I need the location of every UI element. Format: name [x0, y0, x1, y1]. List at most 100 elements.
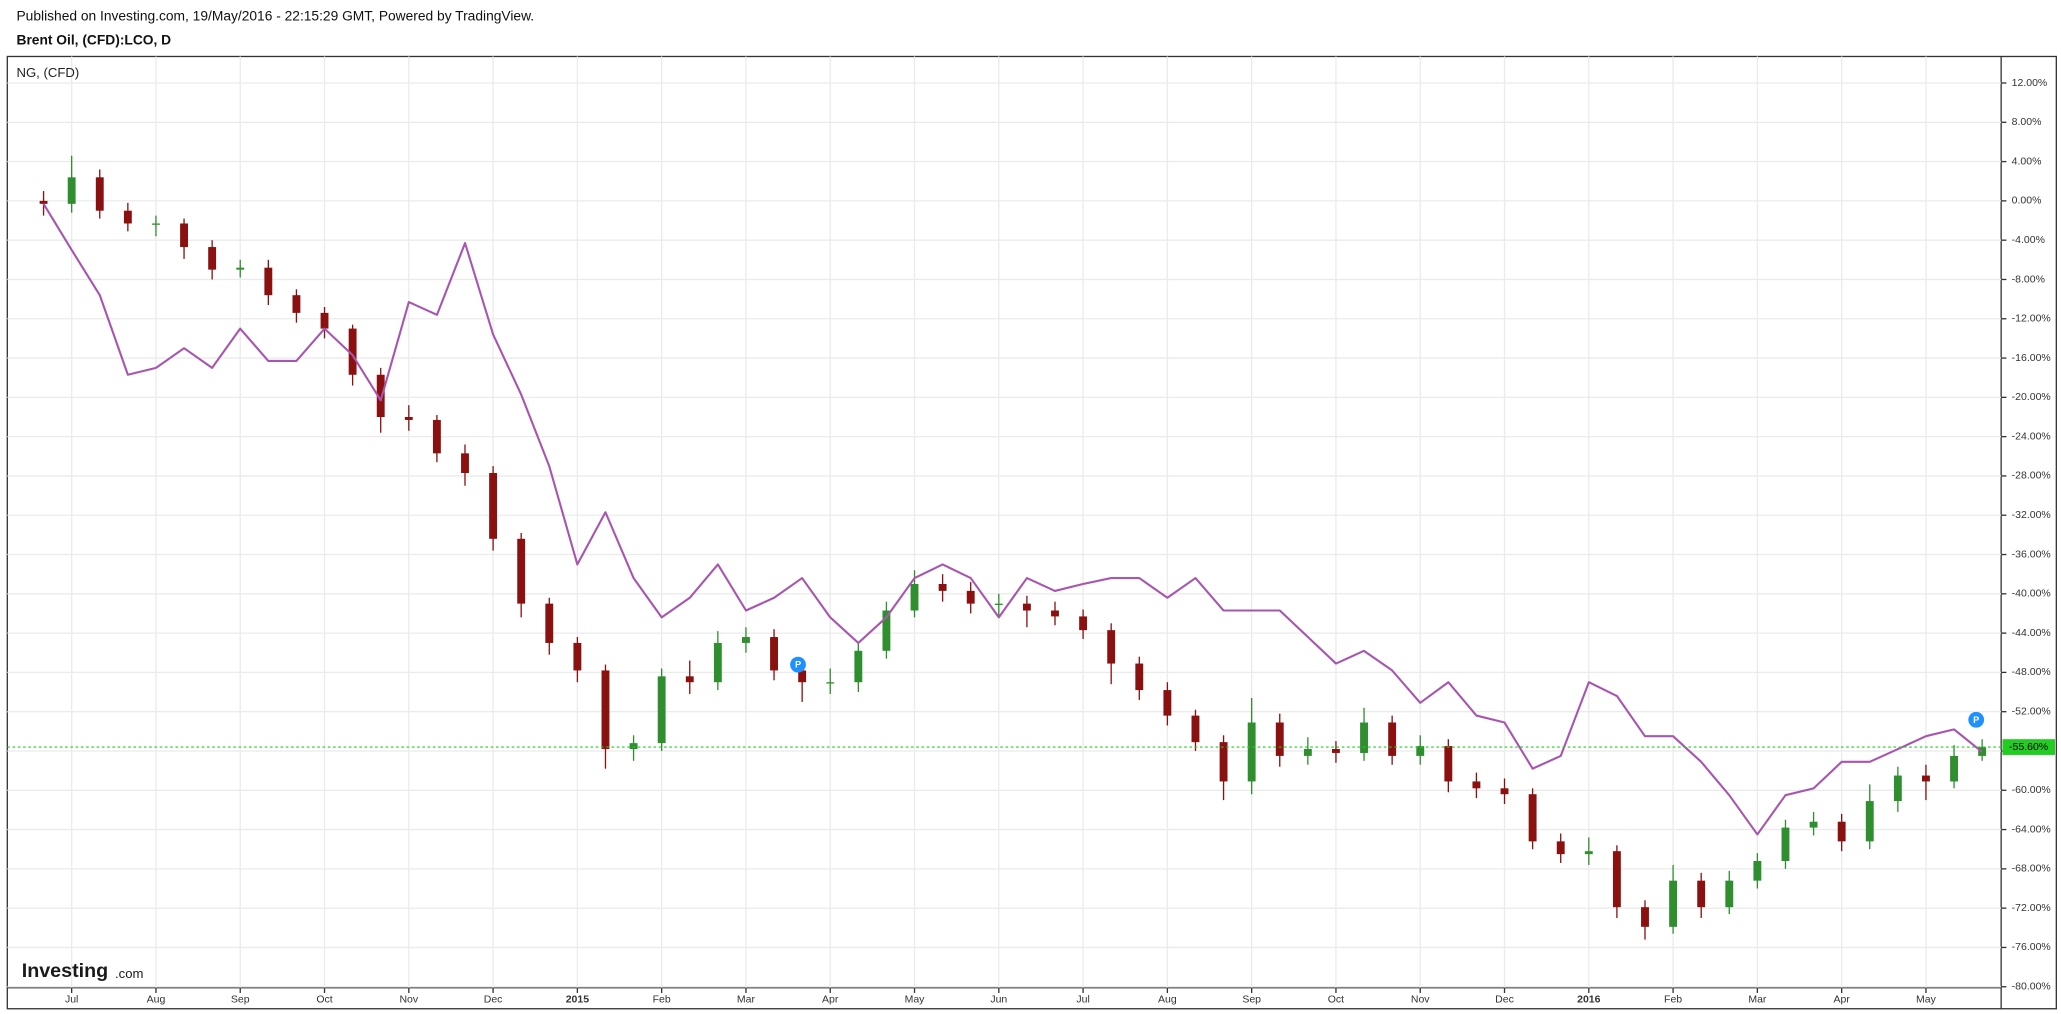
- x-tick-label: Feb: [1664, 993, 1682, 1005]
- candle-body: [854, 650, 863, 683]
- candle-body: [798, 670, 807, 683]
- y-tick-label: -12.00%: [2012, 313, 2051, 325]
- candle-body: [348, 328, 357, 375]
- candle-body: [1753, 861, 1762, 881]
- event-marker-label: P: [795, 660, 801, 670]
- frame: [6, 55, 2057, 1010]
- candle-body: [264, 267, 273, 296]
- y-tick-label: -20.00%: [2012, 391, 2051, 403]
- candle-body: [1303, 749, 1312, 756]
- candle-body: [123, 210, 132, 224]
- candle-body: [629, 743, 638, 750]
- candle-body: [489, 472, 498, 539]
- y-tick-label: -40.00%: [2012, 588, 2051, 600]
- last-value-box: [2002, 739, 2056, 755]
- logo: Investing .com: [22, 960, 144, 982]
- y-tick-label: -16.00%: [2012, 352, 2051, 364]
- candle-body: [1556, 841, 1565, 855]
- x-tick-label: Mar: [1748, 993, 1767, 1005]
- candle-body: [1163, 690, 1172, 716]
- candle-body: [236, 267, 245, 270]
- candle-body: [1697, 880, 1706, 908]
- x-tick-label: Jun: [990, 993, 1007, 1005]
- x-tick-label: May: [905, 993, 926, 1005]
- y-tick-label: -44.00%: [2012, 627, 2051, 639]
- candle-body: [1584, 851, 1593, 855]
- y-tick-label: -80.00%: [2012, 981, 2051, 993]
- candle-body: [966, 590, 975, 604]
- candle-body: [208, 247, 217, 270]
- candle-body: [657, 676, 666, 744]
- logo-brand: Investing: [22, 960, 108, 982]
- x-tick-label: Jul: [65, 993, 78, 1005]
- candle-body: [685, 676, 694, 683]
- y-tick-label: 8.00%: [2012, 116, 2042, 128]
- y-tick-label: -48.00%: [2012, 666, 2051, 678]
- candle-body: [404, 416, 413, 420]
- x-tick-label: Nov: [1411, 993, 1430, 1005]
- event-marker-label: P: [1973, 715, 1979, 725]
- x-tick-label: Apr: [822, 993, 839, 1005]
- candle-body: [1612, 851, 1621, 908]
- candle-body: [1641, 907, 1649, 927]
- candle-body: [1444, 746, 1453, 782]
- candle-body: [770, 637, 778, 671]
- candle-body: [1725, 880, 1734, 908]
- candle-body: [1332, 749, 1340, 753]
- y-tick-label: -28.00%: [2012, 470, 2051, 482]
- candle-body: [1893, 775, 1902, 802]
- candle-body: [882, 610, 891, 651]
- candle-body: [826, 682, 835, 684]
- candle-body: [1275, 722, 1284, 756]
- candle-body: [1472, 781, 1481, 789]
- candle-body: [180, 223, 188, 248]
- candle-body: [67, 177, 76, 204]
- candle-body: [1107, 630, 1116, 664]
- plot: [7, 155, 2002, 940]
- candle-body: [713, 642, 722, 683]
- y-tick-label: 4.00%: [2012, 155, 2042, 167]
- x-tick-label: 2015: [566, 993, 590, 1005]
- candle-body: [320, 312, 329, 329]
- candle-body: [39, 200, 48, 204]
- candle-body: [292, 295, 301, 313]
- candle-body: [1865, 801, 1874, 842]
- x-tick-label: Nov: [399, 993, 418, 1005]
- x-tick-label: Mar: [737, 993, 756, 1005]
- x-tick-label: 2016: [1577, 993, 1601, 1005]
- legend-entry: NG, (CFD): [17, 65, 80, 80]
- candle-body: [432, 419, 441, 454]
- x-tick-label: Aug: [1158, 993, 1177, 1005]
- candle-body: [573, 642, 582, 671]
- x-tick-label: Feb: [653, 993, 671, 1005]
- grid: [7, 56, 2007, 993]
- x-tick-label: Dec: [1495, 993, 1514, 1005]
- y-tick-label: -64.00%: [2012, 823, 2051, 835]
- candle-body: [1135, 663, 1144, 691]
- y-tick-label: -72.00%: [2012, 902, 2051, 914]
- candle-body: [910, 583, 919, 611]
- candle-body: [1416, 746, 1425, 756]
- event-marker: [790, 656, 806, 673]
- candle-body: [1837, 821, 1846, 842]
- candle-body: [1219, 742, 1228, 782]
- candle-body: [601, 670, 610, 750]
- logo-suffix: .com: [115, 966, 144, 981]
- y-tick-label: -24.00%: [2012, 430, 2051, 442]
- candle-body: [1922, 775, 1930, 782]
- candle-body: [1388, 722, 1397, 756]
- candle-body: [95, 177, 104, 211]
- x-tick-label: Apr: [1833, 993, 1850, 1005]
- candle-body: [545, 603, 554, 643]
- event-marker: [1968, 711, 1985, 728]
- candle-body: [1079, 616, 1088, 631]
- candle-body: [1950, 755, 1958, 782]
- candle-body: [1809, 821, 1818, 828]
- x-tick-label: Aug: [147, 993, 166, 1005]
- candle-body: [1500, 788, 1509, 795]
- x-tick-label: May: [1916, 993, 1937, 1005]
- candle-body: [1669, 880, 1678, 927]
